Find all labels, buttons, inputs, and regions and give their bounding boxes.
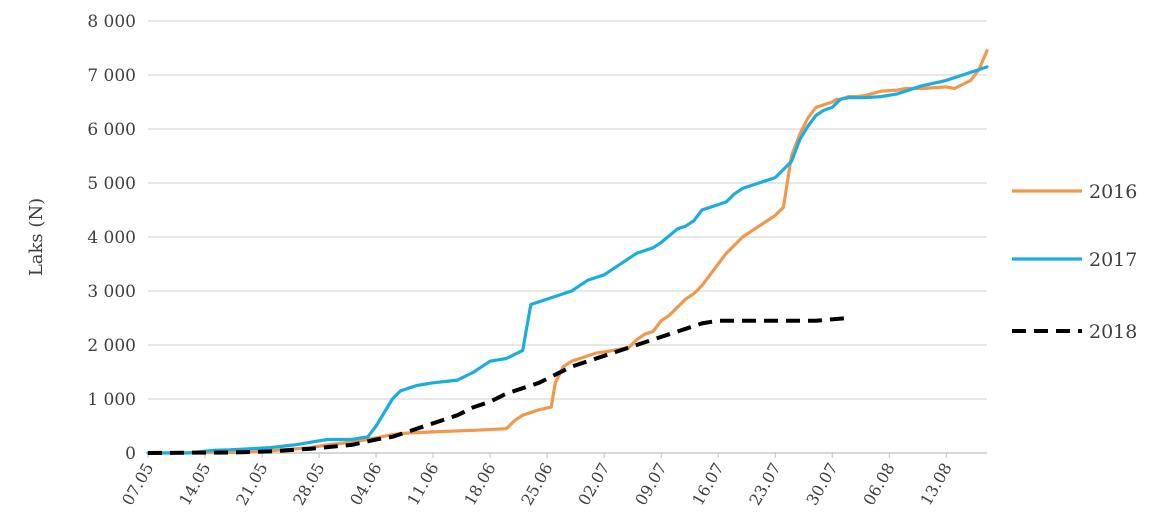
legend: 2016 2017 2018 — [1012, 181, 1137, 343]
x-tick-label: 07.05 — [118, 460, 157, 509]
legend-label: 2018 — [1089, 321, 1137, 343]
y-tick-label: 1 000 — [87, 390, 136, 410]
y-tick-label: 2 000 — [87, 336, 136, 356]
y-tick-label: 3 000 — [87, 282, 136, 302]
x-tick-label: 09.07 — [631, 460, 670, 509]
gridlines — [148, 20, 987, 454]
x-tick-label: 28.05 — [289, 460, 328, 509]
y-tick-label: 5 000 — [87, 174, 136, 194]
x-tick-label: 06.08 — [859, 460, 898, 509]
x-tick-label: 21.05 — [232, 460, 271, 509]
x-tick-label: 16.07 — [688, 460, 727, 509]
x-tick-label: 23.07 — [745, 460, 784, 509]
series-line-2017 — [146, 65, 989, 455]
x-tick-label: 13.08 — [916, 460, 955, 509]
series-lines — [146, 49, 989, 455]
x-tick-label: 30.07 — [802, 460, 841, 509]
x-tick-label: 04.06 — [346, 460, 385, 509]
y-axis-title: Laks (N) — [26, 198, 47, 276]
y-tick-label: 4 000 — [87, 228, 136, 248]
y-tick-label: 7 000 — [87, 66, 136, 86]
x-axis: 07.05 14.05 21.05 28.05 04.06 11.06 18.06 25.06… — [118, 453, 956, 509]
y-tick-label: 6 000 — [87, 120, 136, 140]
y-axis: 0 1 000 2 000 3 000 4 000 5 000 6 000 7 000 8 00… — [87, 12, 136, 464]
y-tick-label: 8 000 — [87, 12, 136, 32]
x-tick-label: 02.07 — [574, 460, 613, 509]
x-tick-label: 25.06 — [517, 460, 556, 509]
legend-label: 2016 — [1089, 181, 1137, 203]
y-tick-label: 0 — [125, 444, 136, 464]
series-line-2018 — [147, 316, 849, 455]
x-tick-label: 14.05 — [175, 460, 214, 509]
legend-label: 2017 — [1089, 249, 1137, 271]
series-line-2016 — [146, 49, 989, 455]
x-tick-label: 11.06 — [403, 460, 442, 509]
x-tick-label: 18.06 — [460, 460, 499, 509]
